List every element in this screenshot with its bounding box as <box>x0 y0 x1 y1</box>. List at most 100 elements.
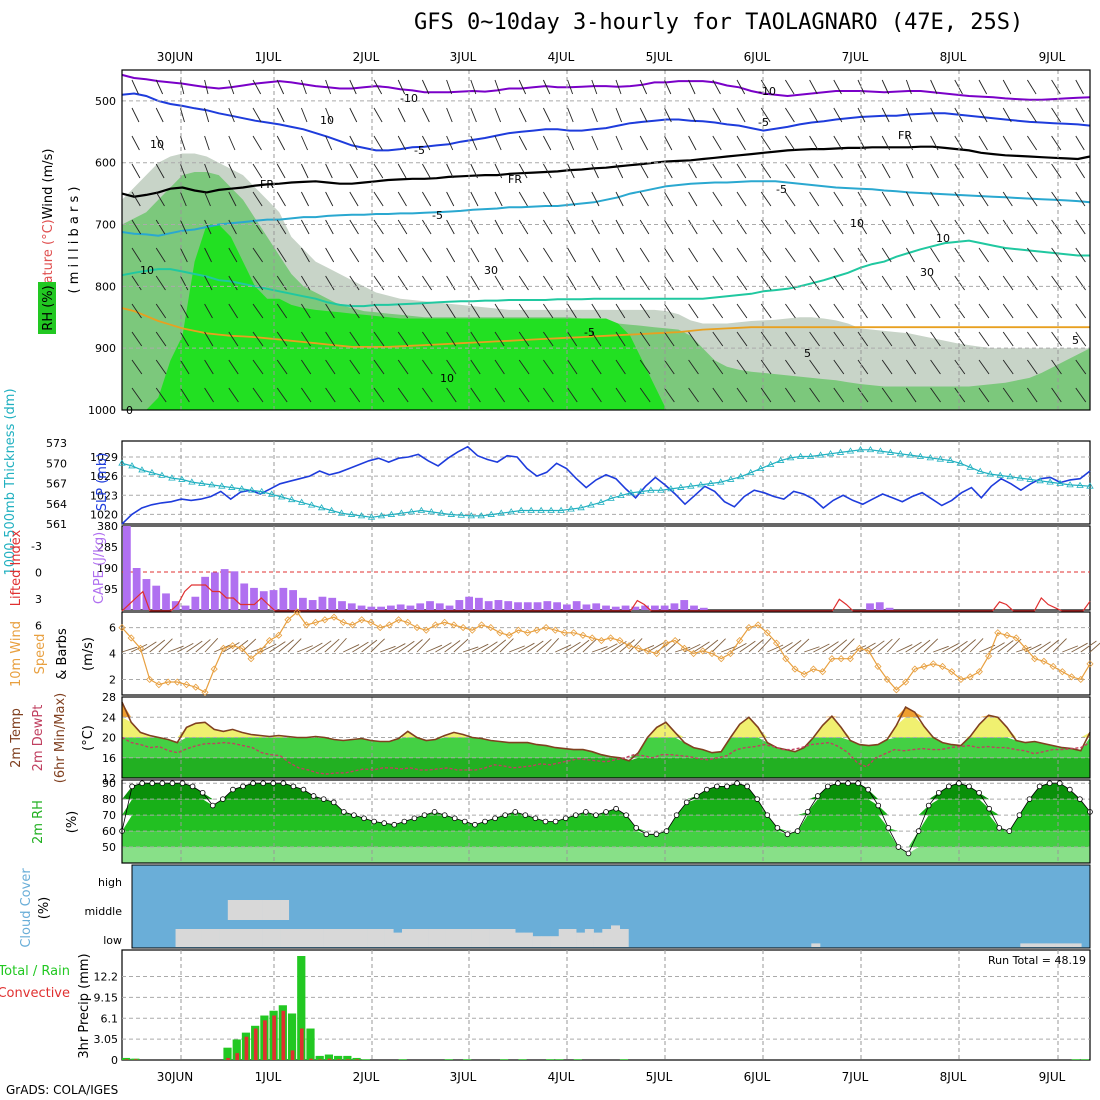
rh-point <box>734 780 740 786</box>
wind-barb <box>785 191 796 207</box>
wind-barb <box>591 135 599 151</box>
wind-barb <box>688 107 696 123</box>
thickness-point <box>776 456 785 463</box>
wind-barb <box>446 135 454 151</box>
cloud-low <box>567 929 577 947</box>
wind10-point <box>1049 662 1057 671</box>
temp-frame <box>121 696 1091 779</box>
thickness-point <box>986 470 994 477</box>
thickness-point <box>168 474 176 481</box>
wind-ylabel-4: (m/s) <box>81 637 96 671</box>
rh-point <box>341 809 347 815</box>
wind-barb <box>639 303 651 319</box>
wind-barb <box>204 303 213 319</box>
wind-barb <box>397 387 409 403</box>
wind-barb <box>639 387 651 403</box>
temp-tick: 28 <box>102 691 116 704</box>
wind10-point <box>837 655 845 663</box>
thickness-point <box>856 445 865 453</box>
wind-barb <box>712 247 723 263</box>
wind10-point <box>1031 655 1039 663</box>
rh-point <box>250 780 256 786</box>
wind-barb <box>1075 191 1086 207</box>
precip-conv-bar <box>299 1028 304 1060</box>
wind-barb <box>204 191 211 207</box>
cape-bar <box>875 602 884 610</box>
cloud-low <box>358 929 368 947</box>
wind-barb <box>228 79 235 95</box>
wind-tick: 6 <box>109 622 116 635</box>
wind-barb <box>809 135 819 151</box>
thickness-point <box>287 495 296 503</box>
wind-barb <box>688 359 699 375</box>
wind10-point <box>339 618 347 626</box>
wind-barb <box>131 247 142 263</box>
cape-bar <box>308 600 317 610</box>
wind-barb <box>736 331 748 347</box>
wind-barb <box>373 219 384 235</box>
rh-point <box>199 789 206 796</box>
rh-point <box>512 809 519 815</box>
wind-barb <box>228 247 238 263</box>
wind-barb <box>930 331 941 347</box>
wind10-barb <box>333 637 347 653</box>
wind-barb <box>857 331 869 347</box>
precip-legend-conv: Convective <box>0 986 70 1001</box>
wind-barb <box>881 191 891 207</box>
date-label-bottom: 6JUL <box>744 1070 771 1084</box>
wind-barb <box>712 107 722 123</box>
thickness-point <box>507 508 515 515</box>
thickness-point <box>307 501 316 508</box>
wind10-point <box>210 665 218 673</box>
thickness-point <box>1046 478 1054 485</box>
cape-bar <box>162 593 170 610</box>
cloud-low <box>497 929 507 947</box>
wind10-barb <box>1034 641 1051 653</box>
wind-barb <box>760 191 772 207</box>
wind-barb <box>155 191 165 207</box>
wind-barb <box>1002 219 1013 235</box>
cape-bar <box>387 605 395 610</box>
wind10-barb <box>149 639 166 653</box>
rh-point <box>1026 796 1033 802</box>
precip-total-bar <box>1080 1059 1089 1060</box>
wind10-barb <box>140 641 157 653</box>
wind10-barb <box>269 641 286 653</box>
wind-barb <box>252 331 264 347</box>
wind-barb <box>736 135 746 151</box>
wind-barb <box>325 275 335 291</box>
thickness-tick: 567 <box>46 478 67 491</box>
cape-tick: 95 <box>104 583 118 596</box>
cape-bar <box>191 596 200 610</box>
cape-bar <box>250 587 258 610</box>
thickness-point <box>1076 481 1084 488</box>
wind10-barb <box>361 639 378 653</box>
wind-barb <box>276 387 288 403</box>
wind10-point <box>348 621 357 629</box>
cape-bar <box>651 605 659 610</box>
wind-barb <box>930 387 941 403</box>
wind10-barb <box>370 638 385 653</box>
wind10-barb <box>896 644 913 653</box>
wind10-point <box>155 681 163 689</box>
wind10-point <box>136 644 145 652</box>
wind-barb <box>349 219 359 235</box>
wind10-point <box>533 626 541 634</box>
cloud-level-low: low <box>103 934 122 947</box>
wind-barb <box>591 387 602 403</box>
wind-barb <box>857 219 868 235</box>
cloud-low <box>523 932 533 947</box>
wind-barb <box>978 387 990 403</box>
wind10-barb <box>757 638 772 653</box>
cloud-low <box>245 929 255 947</box>
wind-barb <box>543 359 554 375</box>
wind-barb <box>1051 359 1062 375</box>
cape-tick: 380 <box>97 520 118 533</box>
wind10-barb <box>840 638 855 653</box>
wind-barb <box>131 331 143 347</box>
rh-point <box>482 818 488 825</box>
wind10-barb <box>315 640 332 653</box>
temp-ylabel-4: (°C) <box>81 725 96 751</box>
cloud-low <box>367 929 377 947</box>
wind-barb <box>1002 135 1013 151</box>
